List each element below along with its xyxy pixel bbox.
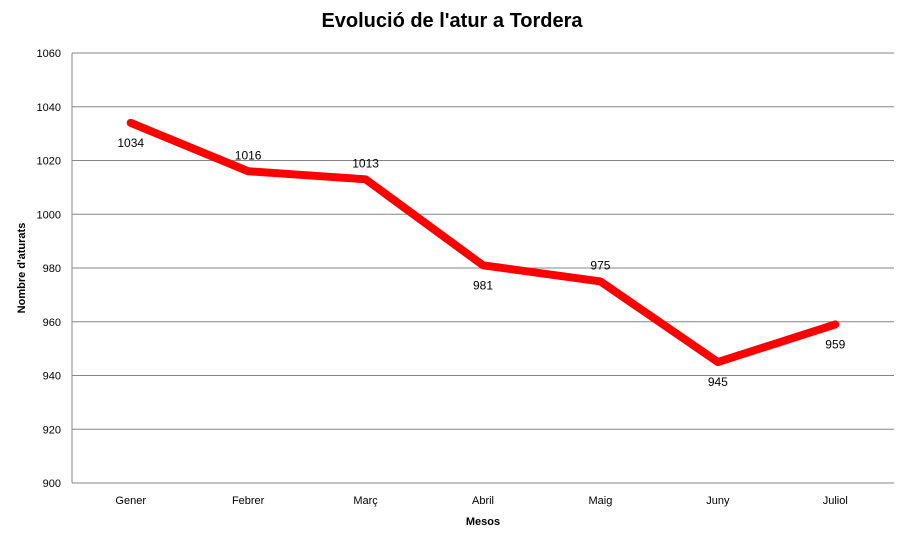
x-tick-label: Març <box>353 495 378 507</box>
x-tick-label: Juny <box>706 495 730 507</box>
data-label: 945 <box>708 375 728 389</box>
x-tick-label: Gener <box>115 495 146 507</box>
y-tick-label: 1040 <box>37 102 61 114</box>
x-tick-label: Abril <box>472 495 494 507</box>
y-axis-ticks: 900 920 940 960 980 1000 1020 1040 1060 <box>37 48 61 490</box>
x-tick-label: Febrer <box>232 495 265 507</box>
data-label: 1013 <box>352 156 379 170</box>
data-label: 1034 <box>117 136 144 150</box>
x-tick-label: Maig <box>589 495 613 507</box>
y-tick-label: 940 <box>43 371 61 383</box>
data-labels: 1034 1016 1013 981 975 945 959 <box>117 136 845 389</box>
y-tick-label: 980 <box>43 263 61 275</box>
series-line <box>126 118 840 367</box>
data-label: 981 <box>473 278 493 292</box>
y-tick-label: 1000 <box>37 209 61 221</box>
chart-title: Evolució de l'atur a Tordera <box>321 10 583 32</box>
x-axis-title: Mesos <box>466 516 500 528</box>
y-tick-label: 1060 <box>37 48 61 60</box>
y-tick-label: 900 <box>43 478 61 490</box>
series-group <box>126 118 840 367</box>
y-tick-label: 1020 <box>37 156 61 168</box>
x-axis-ticks: Gener Febrer Març Abril Maig Juny Juliol <box>115 495 847 507</box>
y-axis-title: Nombre d'aturats <box>16 223 28 314</box>
y-tick-label: 920 <box>43 424 61 436</box>
data-label: 959 <box>825 337 845 351</box>
y-tick-label: 960 <box>43 317 61 329</box>
x-tick-label: Juliol <box>823 495 848 507</box>
data-label: 975 <box>590 258 610 272</box>
data-label: 1016 <box>235 148 262 162</box>
